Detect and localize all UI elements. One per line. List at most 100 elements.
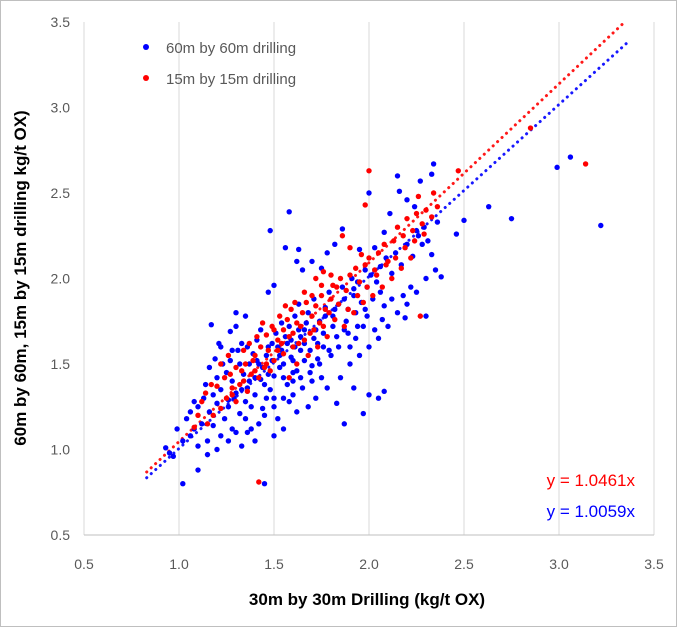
point-60m — [229, 378, 235, 384]
point-15m — [239, 368, 245, 374]
point-15m — [275, 347, 281, 354]
point-15m — [318, 282, 325, 289]
point-15m — [288, 306, 294, 312]
point-60m — [267, 227, 273, 234]
point-15m — [318, 292, 325, 299]
point-15m — [419, 221, 425, 227]
point-60m — [263, 395, 270, 401]
y-tick-label: 3.5 — [51, 14, 71, 30]
point-15m — [252, 368, 258, 374]
point-60m — [166, 450, 173, 456]
point-15m — [229, 385, 235, 391]
point-60m — [180, 438, 186, 444]
point-60m — [233, 310, 239, 316]
point-60m — [381, 229, 387, 236]
point-15m — [202, 390, 209, 396]
point-15m — [423, 207, 429, 213]
x-axis-title: 30m by 30m Drilling (kg/t OX) — [249, 590, 485, 609]
point-60m — [248, 404, 254, 410]
point-15m — [362, 202, 368, 208]
point-15m — [413, 210, 420, 217]
point-15m — [375, 250, 382, 256]
point-60m — [423, 275, 429, 282]
point-15m — [303, 299, 309, 306]
point-15m — [328, 296, 334, 302]
point-15m — [227, 371, 233, 377]
point-15m — [341, 323, 347, 330]
x-tick-label: 1.0 — [169, 556, 189, 572]
point-60m — [221, 416, 228, 422]
point-15m — [267, 368, 273, 374]
point-60m — [400, 292, 406, 299]
point-15m — [307, 330, 313, 336]
point-15m — [218, 405, 224, 412]
point-60m — [318, 374, 325, 381]
point-15m — [383, 262, 389, 268]
point-15m — [332, 316, 338, 323]
point-15m — [223, 395, 230, 401]
point-60m — [307, 347, 313, 354]
point-60m — [195, 443, 201, 449]
point-60m — [385, 323, 391, 330]
point-15m — [527, 125, 534, 131]
point-60m — [294, 409, 300, 415]
point-60m — [206, 364, 213, 371]
point-15m — [244, 388, 251, 395]
point-60m — [402, 315, 408, 321]
point-15m — [410, 227, 416, 234]
point-15m — [299, 310, 306, 316]
point-60m — [261, 381, 268, 388]
point-60m — [554, 164, 560, 171]
point-60m — [252, 392, 258, 398]
point-60m — [271, 404, 277, 410]
x-tick-label: 0.5 — [74, 556, 94, 572]
point-60m — [174, 426, 180, 432]
point-15m — [337, 275, 344, 282]
point-60m — [256, 361, 262, 367]
point-60m — [292, 313, 298, 319]
point-15m — [320, 268, 327, 275]
point-60m — [311, 335, 317, 342]
point-60m — [394, 173, 401, 179]
point-60m — [261, 412, 268, 418]
point-60m — [389, 270, 395, 277]
point-15m — [290, 344, 296, 350]
point-60m — [375, 395, 382, 401]
point-60m — [417, 178, 423, 184]
point-15m — [271, 357, 277, 364]
legend-label-15m: 15m by 15m drilling — [166, 71, 296, 88]
point-60m — [301, 357, 308, 364]
point-15m — [309, 313, 315, 319]
x-tick-label: 2.0 — [359, 556, 379, 572]
point-60m — [305, 310, 311, 316]
point-15m — [250, 357, 256, 364]
point-60m — [404, 301, 410, 307]
point-15m — [311, 327, 317, 333]
point-60m — [351, 385, 357, 391]
point-60m — [288, 354, 294, 360]
point-60m — [233, 429, 239, 436]
point-15m — [284, 316, 290, 323]
point-60m — [379, 316, 385, 323]
point-15m — [362, 262, 368, 268]
point-60m — [394, 310, 401, 316]
point-15m — [277, 313, 283, 319]
point-60m — [280, 374, 287, 381]
point-15m — [392, 255, 399, 261]
point-60m — [286, 398, 292, 405]
point-15m — [229, 392, 235, 398]
point-15m — [218, 361, 224, 367]
point-60m — [326, 289, 332, 295]
point-15m — [315, 344, 321, 350]
point-60m — [277, 364, 283, 371]
y-tick-labels: 0.5 1.0 1.5 2.0 2.5 3.0 3.5 — [51, 14, 71, 543]
point-60m — [242, 313, 249, 319]
point-15m — [372, 267, 378, 273]
point-15m — [364, 284, 370, 290]
y-tick-label: 2.5 — [51, 185, 71, 201]
point-60m — [263, 352, 270, 359]
point-60m — [284, 340, 290, 347]
point-60m — [297, 333, 304, 340]
point-60m — [334, 400, 340, 407]
x-tick-label: 2.5 — [454, 556, 474, 572]
